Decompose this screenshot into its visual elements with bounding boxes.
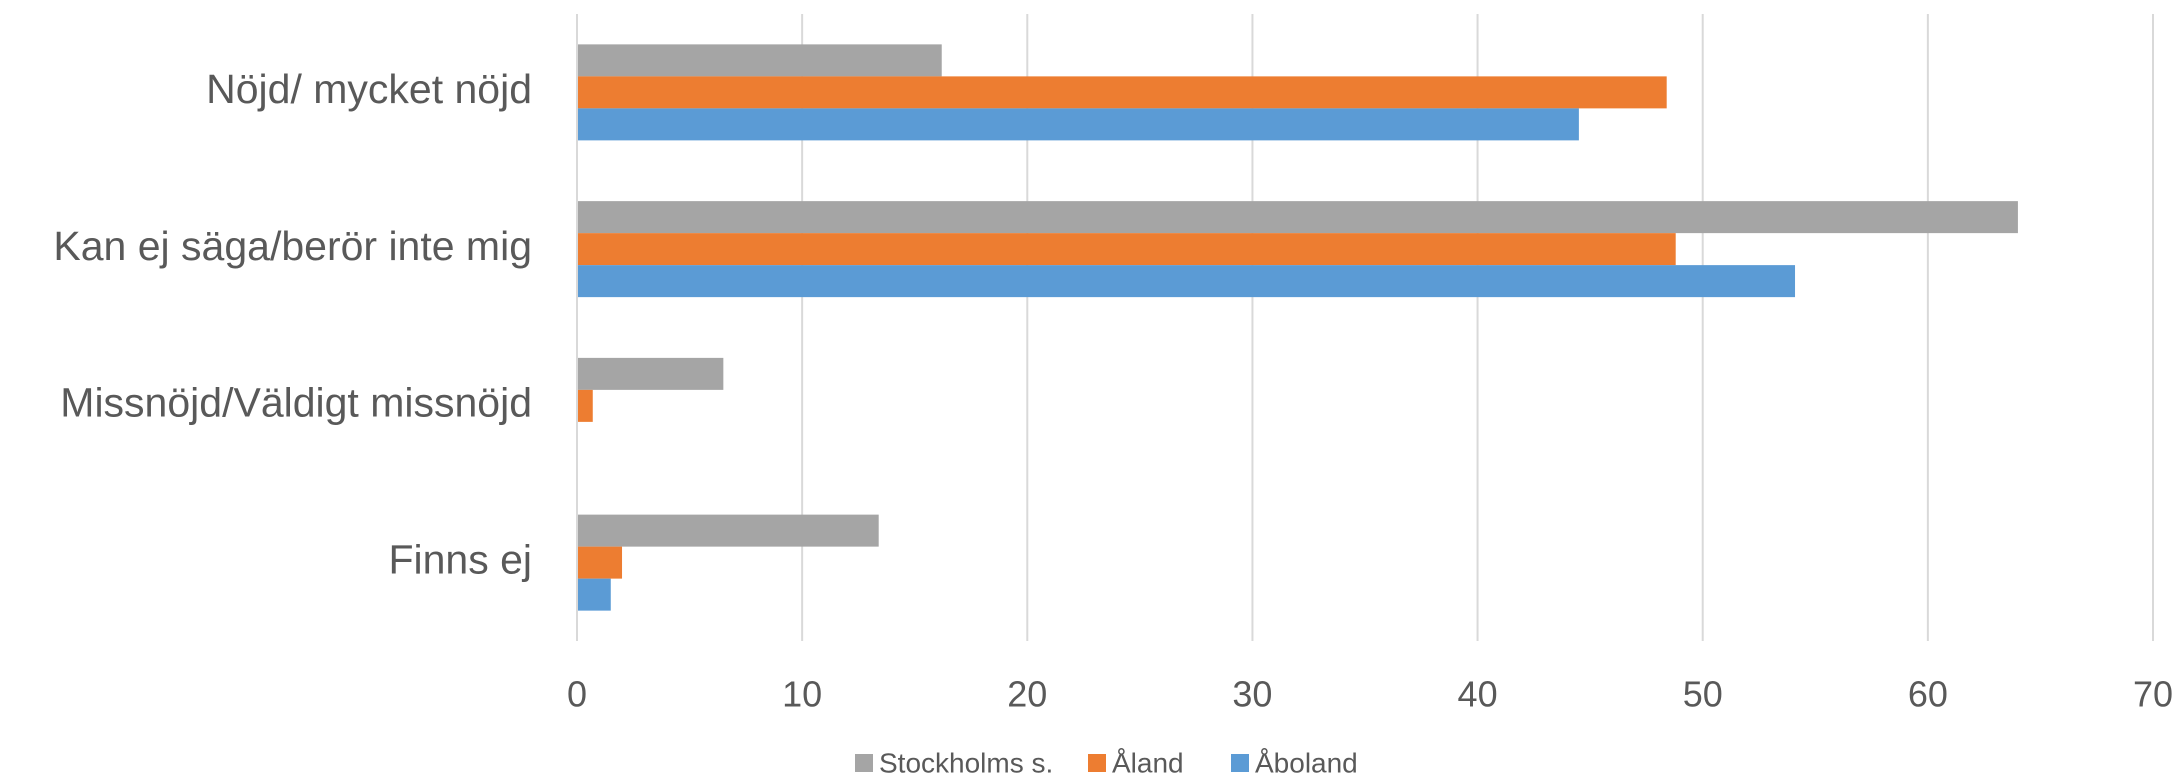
bar xyxy=(577,265,1796,298)
legend-label: Stockholms s. xyxy=(879,747,1053,778)
bar xyxy=(577,201,2018,234)
bar xyxy=(577,578,611,611)
x-tick-label: 70 xyxy=(2133,674,2173,715)
legend-swatch xyxy=(855,754,873,772)
x-tick-label: 50 xyxy=(1683,674,1723,715)
x-tick-label: 30 xyxy=(1232,674,1272,715)
bar xyxy=(577,514,879,547)
bar xyxy=(577,546,623,579)
bar xyxy=(577,76,1667,109)
y-tick-label: Kan ej säga/berör inte mig xyxy=(53,223,532,269)
x-tick-label: 60 xyxy=(1908,674,1948,715)
y-tick-label: Nöjd/ mycket nöjd xyxy=(206,66,532,112)
x-tick-label: 40 xyxy=(1458,674,1498,715)
x-tick-label: 0 xyxy=(567,674,587,715)
x-tick-label: 20 xyxy=(1007,674,1047,715)
legend-swatch xyxy=(1088,754,1106,772)
x-tick-label: 10 xyxy=(782,674,822,715)
bar xyxy=(577,44,942,77)
y-tick-label: Finns ej xyxy=(388,536,532,582)
bar xyxy=(577,233,1676,266)
bar xyxy=(577,389,593,422)
bar xyxy=(577,357,724,390)
legend-label: Åland xyxy=(1112,747,1184,778)
legend-label: Åboland xyxy=(1255,747,1358,778)
legend-swatch xyxy=(1231,754,1249,772)
bar xyxy=(577,108,1579,141)
y-tick-label: Missnöjd/Väldigt missnöjd xyxy=(60,380,532,426)
